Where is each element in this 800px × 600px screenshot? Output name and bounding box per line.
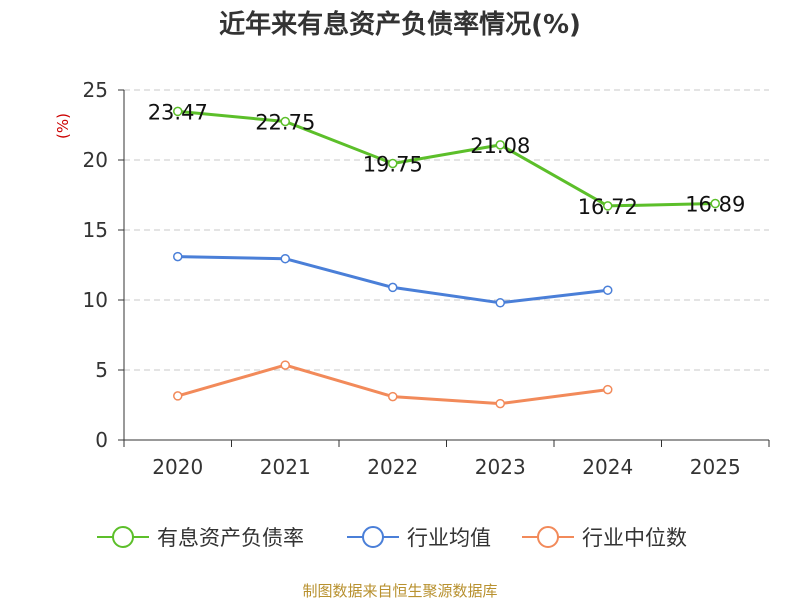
x-tick-label: 2025 [690,455,741,479]
x-tick-label: 2021 [260,455,311,479]
data-point [710,198,720,209]
legend-label: 有息资产负债率 [157,526,304,550]
data-point [173,391,183,401]
data-point [280,253,290,264]
chart-title: 近年来有息资产负债率情况(%) [219,9,581,40]
y-tick-label: 15 [83,218,108,242]
x-tick-label: 2020 [152,455,203,479]
series-line [177,255,608,305]
data-point [388,158,398,169]
data-label: 21.08 [470,134,530,158]
x-tick-label: 2024 [582,455,633,479]
data-point [280,360,290,370]
data-label: 16.89 [685,193,745,217]
legend-marker-circle [112,526,134,548]
y-tick-label: 5 [95,358,108,382]
data-point [495,140,505,150]
legend-label: 行业均值 [407,526,491,550]
data-point [388,282,398,293]
legend: 有息资产负债率 行业均值 行业中位数 [97,526,687,550]
legend-label: 行业中位数 [582,526,687,550]
y-tick-label: 10 [83,288,108,312]
data-label: 23.47 [148,100,208,124]
x-tick-label: 2023 [475,455,526,479]
data-point [173,106,183,117]
y-tick-label: 20 [83,148,108,172]
data-point [495,398,505,409]
data-label: 22.75 [255,111,315,135]
grid-lines [124,89,769,371]
data-point [603,384,613,395]
data-label: 16.72 [578,195,638,219]
data-label: 19.75 [363,153,423,177]
x-tick-label: 2022 [367,455,418,479]
legend-marker-circle [362,526,384,548]
y-tick-label: 0 [95,428,108,452]
data-point [603,285,613,295]
data-point [603,201,613,211]
source-note: 制图数据来自恒生聚源数据库 [302,582,497,600]
series-line [177,109,716,208]
y-tick-label: 25 [83,78,108,102]
data-point [388,391,398,402]
legend-marker-circle [537,526,559,548]
data-point [280,116,290,127]
data-point [173,251,183,262]
data-labels: 23.47 22.75 19.75 21.08 16.72 16.89 [148,100,746,219]
series-layer [173,106,720,409]
y-axis-unit: (%) [54,113,72,139]
data-point [495,298,505,308]
